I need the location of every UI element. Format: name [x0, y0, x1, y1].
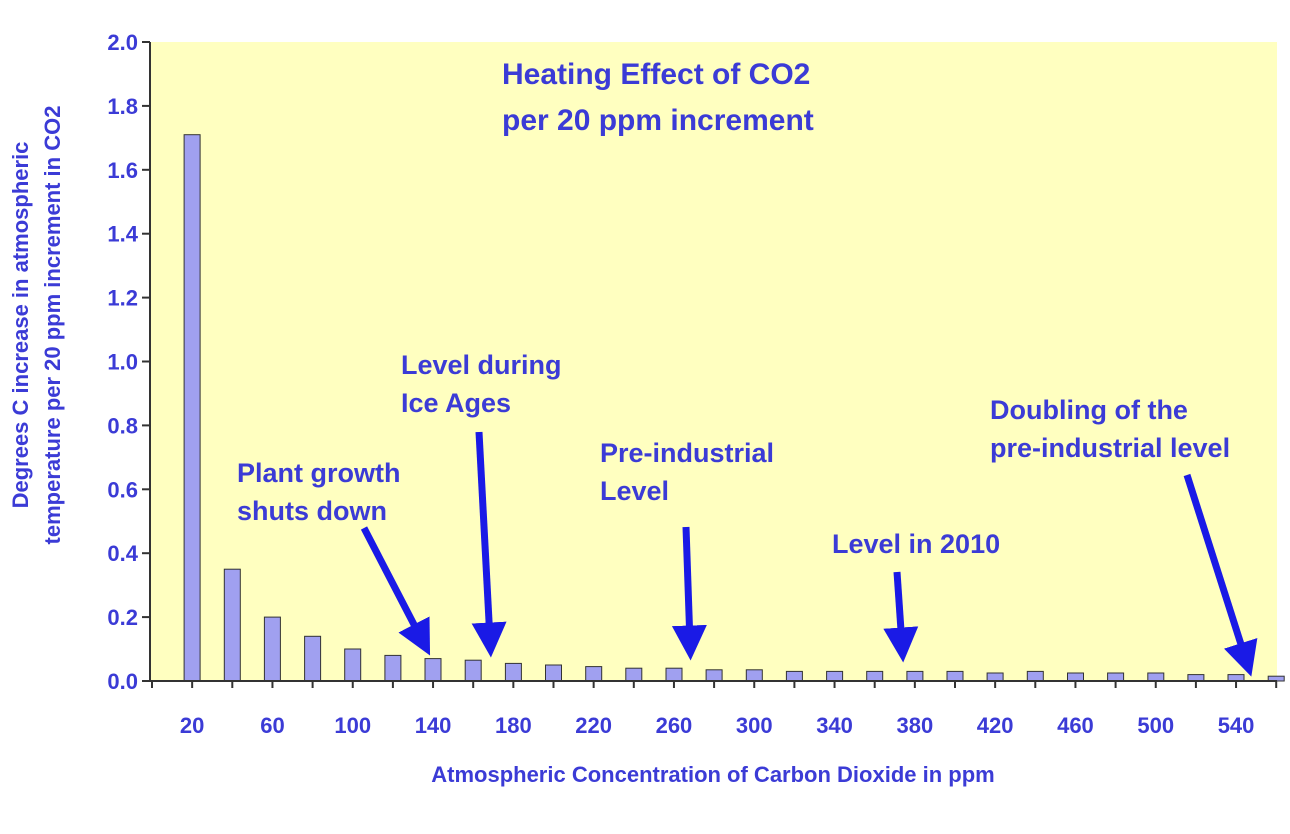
annotation-390: Level in 2010 [832, 529, 1000, 663]
x-tick-label-220: 220 [575, 713, 612, 738]
x-tick-label-460: 460 [1057, 713, 1094, 738]
y-tick-label-0.6: 0.6 [107, 477, 138, 502]
x-ticks: 20 60 100 140 180 220 260 300 340 380 420 460 500 540 [151, 681, 1278, 738]
bar-280 [705, 669, 723, 682]
bar-40 [223, 568, 241, 682]
y-tick-label-0.4: 0.4 [107, 541, 138, 566]
bar-420 [986, 672, 1004, 682]
x-tick-label-420: 420 [977, 713, 1014, 738]
annotation-140: Plant growth shuts down [237, 458, 431, 656]
y-ticks: 0.0 0.2 0.4 0.6 0.8 1.0 1.2 1.4 1.6 1.8 2.0 [107, 30, 150, 694]
arrow-icon [883, 571, 919, 663]
arrow-icon [471, 431, 507, 658]
annotation-text-390-1: Level in 2010 [832, 529, 1000, 559]
bar-120 [384, 654, 402, 682]
bars [183, 134, 1285, 682]
annotation-text-180-2: Ice Ages [401, 388, 511, 418]
x-tick-label-140: 140 [415, 713, 452, 738]
bar-160 [464, 659, 482, 682]
y-axis-label: Degrees C increase in atmospheric temper… [8, 106, 65, 545]
chart-title-line-2: per 20 ppm increment [502, 104, 814, 137]
bar-180 [504, 662, 522, 682]
arrow-icon [360, 526, 431, 656]
y-tick-label-1.8: 1.8 [107, 94, 138, 119]
bar-340 [826, 670, 844, 682]
bar-240 [625, 667, 643, 682]
x-tick-label-20: 20 [180, 713, 204, 738]
bar-20 [183, 134, 201, 682]
bar-140 [424, 658, 442, 682]
y-tick-label-0.0: 0.0 [107, 669, 138, 694]
x-tick-label-100: 100 [334, 713, 371, 738]
bar-300 [745, 669, 763, 682]
bar-460 [1067, 672, 1084, 682]
bar-380 [906, 670, 924, 682]
y-tick-label-1.0: 1.0 [107, 350, 138, 375]
plot-area [150, 42, 1277, 681]
chart-title: Heating Effect of CO2 per 20 ppm increme… [502, 58, 814, 137]
arrow-icon [1183, 473, 1258, 677]
x-tick-label-500: 500 [1137, 713, 1174, 738]
annotation-text-280-2: Level [600, 476, 669, 506]
y-tick-label-2.0: 2.0 [107, 30, 138, 55]
annotations: Plant growth shuts down Level during Ice Ag… [237, 350, 1258, 677]
annotation-180: Level during Ice Ages [401, 350, 562, 658]
y-tick-label-1.2: 1.2 [107, 286, 138, 311]
chart-title-line-1: Heating Effect of CO2 [502, 58, 810, 91]
y-tick-label-0.8: 0.8 [107, 413, 138, 438]
bar-60 [263, 616, 281, 682]
bar-500 [1147, 672, 1165, 682]
annotation-text-140-1: Plant growth [237, 458, 401, 488]
bar-220 [585, 666, 603, 682]
y-axis-label-line-1: Degrees C increase in atmospheric [8, 142, 33, 509]
x-tick-label-300: 300 [736, 713, 773, 738]
annotation-text-560-2: pre-industrial level [990, 433, 1230, 463]
x-tick-label-260: 260 [656, 713, 693, 738]
arrow-icon [671, 526, 707, 661]
y-tick-label-0.2: 0.2 [107, 605, 138, 630]
x-tick-label-60: 60 [260, 713, 284, 738]
y-tick-label-1.4: 1.4 [107, 222, 138, 247]
bar-480 [1107, 672, 1125, 682]
annotation-280: Pre-industrial Level [600, 438, 774, 661]
annotation-560: Doubling of the pre-industrial level [990, 395, 1258, 677]
bar-320 [785, 670, 803, 682]
annotation-text-280-1: Pre-industrial [600, 438, 774, 468]
x-tick-label-180: 180 [495, 713, 532, 738]
bar-440 [1026, 670, 1044, 682]
x-axis-label: Atmospheric Concentration of Carbon Diox… [431, 762, 994, 787]
y-axis-label-line-2: temperature per 20 ppm increment in CO2 [40, 106, 65, 545]
bar-260 [665, 667, 683, 682]
bar-400 [946, 670, 964, 682]
annotation-text-140-2: shuts down [237, 496, 387, 526]
annotation-text-560-1: Doubling of the [990, 395, 1188, 425]
bar-100 [344, 648, 362, 682]
bar-360 [866, 670, 884, 682]
bar-200 [545, 664, 562, 682]
bar-80 [304, 635, 322, 682]
x-tick-label-540: 540 [1218, 713, 1255, 738]
x-tick-label-340: 340 [816, 713, 853, 738]
x-tick-label-380: 380 [896, 713, 933, 738]
y-tick-label-1.6: 1.6 [107, 158, 138, 183]
annotation-text-180-1: Level during [401, 350, 562, 380]
